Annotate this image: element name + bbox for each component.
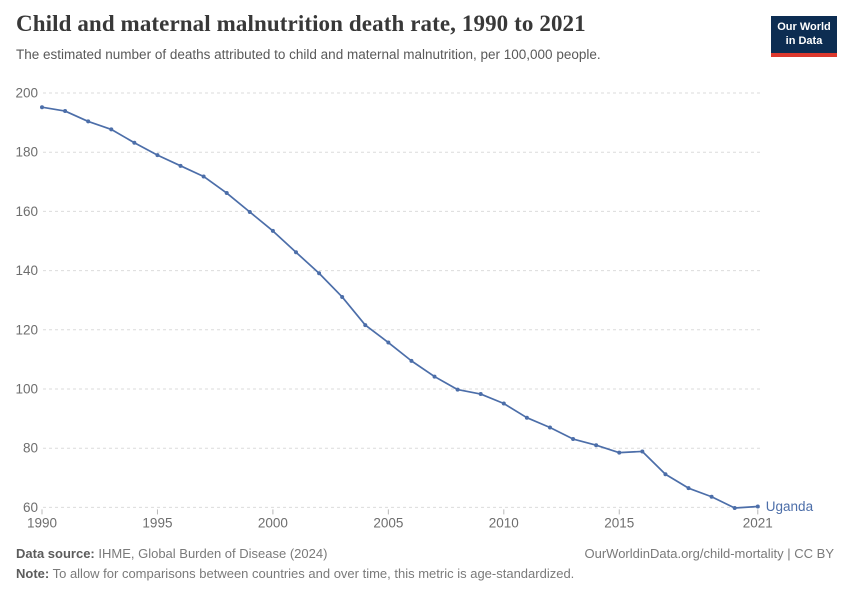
y-axis-tick-label: 120 <box>15 322 38 337</box>
data-source-value: IHME, Global Burden of Disease (2024) <box>94 546 328 561</box>
data-point[interactable] <box>270 228 275 233</box>
line-series-uganda <box>41 106 758 509</box>
data-point[interactable] <box>155 153 160 158</box>
x-axis-tick-label: 1990 <box>27 515 57 530</box>
y-axis-tick-label: 180 <box>15 145 38 160</box>
data-point[interactable] <box>709 494 714 499</box>
data-point[interactable] <box>293 250 298 255</box>
data-point[interactable] <box>686 486 691 491</box>
chart-header: Child and maternal malnutrition death ra… <box>16 10 756 63</box>
chart-canvas[interactable]: 60 80 100 120 140 160 180 200 1990 1995 2000 2005 20… <box>0 80 850 540</box>
data-point[interactable] <box>432 374 437 379</box>
data-point[interactable] <box>247 209 252 214</box>
data-point[interactable] <box>524 415 529 420</box>
note-label: Note: <box>16 566 50 581</box>
chart-subtitle: The estimated number of deaths attribute… <box>16 46 601 62</box>
y-axis-tick-label: 60 <box>23 500 38 515</box>
data-point[interactable] <box>340 294 345 299</box>
data-point[interactable] <box>224 191 229 196</box>
data-source-text: Data source: IHME, Global Burden of Dise… <box>16 546 327 561</box>
y-axis-tick-label: 140 <box>15 263 38 278</box>
x-axis-tick-label: 2005 <box>373 515 403 530</box>
owid-logo[interactable]: Our World in Data <box>771 16 837 57</box>
data-point[interactable] <box>501 401 506 406</box>
chart-footer: Data source: IHME, Global Burden of Dise… <box>16 546 834 581</box>
data-point[interactable] <box>109 127 114 132</box>
data-point[interactable] <box>547 425 552 430</box>
data-point[interactable] <box>317 271 322 276</box>
data-point[interactable] <box>478 392 483 397</box>
y-axis-tick-label: 80 <box>23 441 38 456</box>
note-value: To allow for comparisons between countri… <box>49 566 575 581</box>
data-point[interactable] <box>617 450 622 455</box>
data-point[interactable] <box>386 340 391 345</box>
data-point[interactable] <box>755 504 760 509</box>
entity-label[interactable]: Uganda <box>766 499 814 514</box>
owid-cc-by-link[interactable]: OurWorldinData.org/child-mortality | CC … <box>584 546 835 561</box>
x-axis-tick-label: 2021 <box>743 515 773 530</box>
data-point[interactable] <box>363 323 368 328</box>
data-point[interactable] <box>132 140 137 145</box>
x-axis-tick-label: 2015 <box>604 515 634 530</box>
data-point[interactable] <box>640 449 645 454</box>
data-point[interactable] <box>455 387 460 392</box>
page-title: Child and maternal malnutrition death ra… <box>16 11 586 36</box>
data-source-label: Data source: <box>16 546 95 561</box>
x-axis-tick-label: 2010 <box>489 515 519 530</box>
data-point[interactable] <box>178 163 183 168</box>
data-point[interactable] <box>86 119 91 124</box>
data-point[interactable] <box>409 358 414 363</box>
owid-logo-text-line1: Our World <box>777 21 831 33</box>
x-axis-tick-label: 2000 <box>258 515 288 530</box>
note-text: Note: To allow for comparisons between c… <box>16 566 834 581</box>
data-point[interactable] <box>40 105 44 110</box>
data-point[interactable] <box>571 437 576 442</box>
data-point[interactable] <box>63 109 68 114</box>
y-axis-tick-label: 100 <box>15 382 38 397</box>
x-axis-tick-label: 1995 <box>142 515 172 530</box>
data-point[interactable] <box>732 505 737 510</box>
data-point[interactable] <box>594 443 599 448</box>
data-point[interactable] <box>663 472 668 477</box>
owid-logo-text-line2: in Data <box>785 34 823 47</box>
y-axis-tick-label: 200 <box>15 86 38 101</box>
data-point[interactable] <box>201 174 206 179</box>
y-axis-tick-label: 160 <box>15 204 38 219</box>
